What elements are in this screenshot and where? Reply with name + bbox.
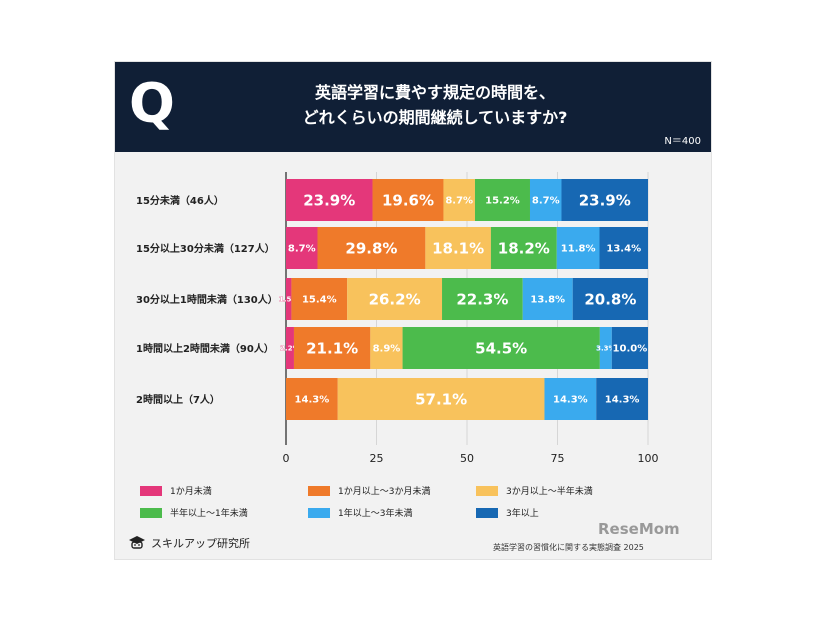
- x-tick-label: 50: [460, 452, 474, 465]
- data-label: 2.2%: [280, 345, 299, 353]
- x-tick-label: 25: [370, 452, 384, 465]
- data-label: 18.2%: [498, 239, 550, 257]
- category-label: 2時間以上（7人）: [136, 393, 220, 406]
- category-label: 15分未満（46人）: [136, 194, 224, 207]
- data-label: 26.2%: [369, 290, 421, 308]
- data-label: 10.0%: [613, 344, 648, 355]
- data-label: 23.9%: [579, 191, 631, 209]
- x-tick-label: 75: [551, 452, 565, 465]
- legend-swatch: [476, 507, 498, 518]
- brand: スキルアップ研究所: [128, 535, 250, 551]
- bar-segment: [291, 278, 348, 320]
- data-label: 20.8%: [584, 290, 636, 308]
- bar-segment: [317, 227, 426, 269]
- bar-segment: [293, 327, 371, 369]
- legend-swatch: [308, 507, 330, 518]
- legend-label: 3か月以上～半年未満: [506, 487, 593, 497]
- data-label: 8.9%: [373, 344, 401, 355]
- graduation-cap-icon: [129, 536, 145, 549]
- bar-segment: [347, 278, 443, 320]
- legend-item: 1か月以上～3か月未満: [308, 484, 430, 497]
- bar-segment: [522, 278, 573, 320]
- bar-segment: [572, 278, 648, 320]
- data-label: 14.3%: [553, 395, 588, 406]
- legend-swatch: [476, 485, 498, 496]
- legend-label: 3年以上: [506, 509, 539, 519]
- source-label: 英語学習の習慣化に関する実態調査 2025: [493, 543, 644, 552]
- data-label: 14.3%: [295, 395, 330, 406]
- title-line-2: どれくらいの期間継続していますか?: [302, 108, 568, 127]
- bar-segment: [556, 227, 600, 269]
- category-label: 1時間以上2時間未満（90人）: [136, 342, 274, 355]
- brand-name: スキルアップ研究所: [151, 537, 250, 550]
- data-label: 23.9%: [303, 191, 355, 209]
- data-label: 19.6%: [382, 191, 434, 209]
- data-label: 54.5%: [475, 339, 527, 357]
- data-label: 29.8%: [345, 239, 397, 257]
- bar-segment: [337, 378, 545, 420]
- legend-item: 3か月以上～半年未満: [476, 484, 593, 497]
- bar-segment: [286, 179, 373, 221]
- q-mark: Q: [129, 72, 175, 135]
- bar-segment: [402, 327, 600, 369]
- bar-segment: [372, 179, 444, 221]
- resemom-watermark: ReseMom: [598, 520, 680, 538]
- data-label: 8.7%: [445, 196, 473, 207]
- legend-swatch: [140, 507, 162, 518]
- data-label: 11.8%: [561, 244, 596, 255]
- data-label: 15.4%: [302, 295, 337, 306]
- category-label: 15分以上30分未満（127人）: [136, 242, 275, 255]
- bar-segment: [286, 278, 292, 320]
- legend-label: 1か月未満: [170, 487, 212, 497]
- x-tick-label: 0: [283, 452, 290, 465]
- legend-item: 1か月未満: [140, 484, 212, 497]
- data-label: 1.5%: [279, 296, 298, 304]
- category-label: 30分以上1時間未満（130人）: [136, 293, 278, 306]
- legend-label: 1年以上～3年未満: [338, 509, 413, 519]
- bar-segment: [370, 327, 403, 369]
- data-label: 8.7%: [532, 196, 560, 207]
- bar-segment: [490, 227, 557, 269]
- data-label: 15.2%: [485, 196, 520, 207]
- legend-item: 半年以上～1年未満: [140, 506, 248, 519]
- bar-segment: [561, 179, 648, 221]
- data-label: 21.1%: [306, 339, 358, 357]
- bar-segment: [596, 378, 648, 420]
- bar-segment: [544, 378, 597, 420]
- legend-label: 半年以上～1年未満: [170, 509, 248, 519]
- data-label: 14.3%: [605, 395, 640, 406]
- data-label: 13.8%: [530, 295, 565, 306]
- bar-segment: [425, 227, 491, 269]
- legend: 1か月未満 1か月以上～3か月未満 3か月以上～半年未満半年以上～1年未満 1年以上～…: [140, 484, 640, 524]
- data-label: 18.1%: [432, 239, 484, 257]
- data-label: 8.7%: [288, 244, 316, 255]
- legend-swatch: [140, 485, 162, 496]
- title-line-1: 英語学習に費やす規定の時間を、: [314, 83, 555, 102]
- x-tick-label: 100: [638, 452, 659, 465]
- data-label: 22.3%: [456, 290, 508, 308]
- question-header: Q 英語学習に費やす規定の時間を、 どれくらいの期間継続していますか? N＝40…: [115, 62, 711, 152]
- legend-item: 3年以上: [476, 506, 539, 519]
- sample-size-label: N＝400: [664, 136, 701, 147]
- bar-segment: [529, 179, 562, 221]
- legend-label: 1か月以上～3か月未満: [338, 487, 431, 497]
- data-label: 13.4%: [606, 244, 641, 255]
- bar-segment: [599, 227, 648, 269]
- bar-segment: [443, 179, 475, 221]
- data-label: 57.1%: [415, 390, 467, 408]
- bar-segment: [599, 327, 612, 369]
- legend-swatch: [308, 485, 330, 496]
- legend-item: 1年以上～3年未満: [308, 506, 412, 519]
- bar-segment: [286, 327, 294, 369]
- bar-segment: [286, 227, 318, 269]
- bar-segment: [611, 327, 648, 369]
- data-label: 3.3%: [596, 345, 615, 353]
- bar-segment: [286, 378, 338, 420]
- bar-segment: [474, 179, 530, 221]
- page-title: 英語学習に費やす規定の時間を、 どれくらいの期間継続していますか?: [225, 80, 645, 130]
- bar-segment: [442, 278, 523, 320]
